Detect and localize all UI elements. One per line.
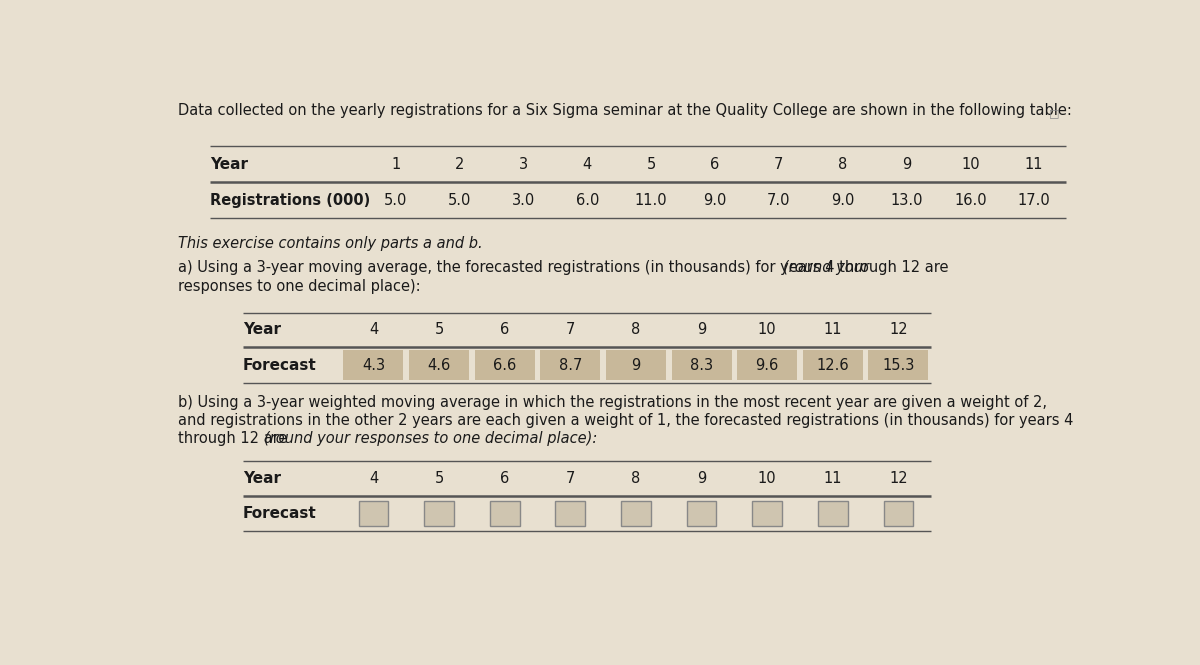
Text: 12: 12 <box>889 323 907 337</box>
Text: Data collected on the yearly registrations for a Six Sigma seminar at the Qualit: Data collected on the yearly registratio… <box>178 103 1072 118</box>
Bar <box>424 501 454 526</box>
Text: 7.0: 7.0 <box>767 193 791 207</box>
Text: 8: 8 <box>631 323 641 337</box>
Text: a) Using a 3-year moving average, the forecasted registrations (in thousands) fo: a) Using a 3-year moving average, the fo… <box>178 260 953 275</box>
Bar <box>686 501 716 526</box>
Text: 7: 7 <box>565 471 575 486</box>
Text: 10: 10 <box>961 157 979 172</box>
Text: 12.6: 12.6 <box>816 358 850 372</box>
Text: (round your responses to one decimal place):: (round your responses to one decimal pla… <box>264 430 598 446</box>
Text: and registrations in the other 2 years are each given a weight of 1, the forecas: and registrations in the other 2 years a… <box>178 412 1073 428</box>
Text: This exercise contains only parts a and b.: This exercise contains only parts a and … <box>178 236 482 251</box>
Bar <box>556 501 586 526</box>
Text: 4.6: 4.6 <box>427 358 451 372</box>
Text: 2: 2 <box>455 157 464 172</box>
Text: 9: 9 <box>902 157 911 172</box>
Text: Forecast: Forecast <box>242 506 317 521</box>
Text: 13.0: 13.0 <box>890 193 923 207</box>
Bar <box>540 350 600 380</box>
Text: 6: 6 <box>500 323 509 337</box>
Text: 10: 10 <box>758 471 776 486</box>
Text: □: □ <box>1049 108 1060 118</box>
Bar <box>343 350 403 380</box>
Bar <box>672 350 732 380</box>
Text: 11: 11 <box>1025 157 1043 172</box>
Text: Year: Year <box>210 157 248 172</box>
Text: 5: 5 <box>647 157 655 172</box>
Text: 1: 1 <box>391 157 401 172</box>
Text: 11: 11 <box>823 471 842 486</box>
Text: 9: 9 <box>697 471 706 486</box>
Text: 4: 4 <box>368 471 378 486</box>
Text: 4: 4 <box>368 323 378 337</box>
Text: 10: 10 <box>758 323 776 337</box>
Text: a) Using a 3-year moving average, the forecasted registrations (in thousands) fo: a) Using a 3-year moving average, the fo… <box>178 260 953 275</box>
Text: 15.3: 15.3 <box>882 358 914 372</box>
Text: 4.3: 4.3 <box>362 358 385 372</box>
Text: 9: 9 <box>631 358 641 372</box>
Text: 4: 4 <box>583 157 592 172</box>
Text: 9.6: 9.6 <box>756 358 779 372</box>
Text: Forecast: Forecast <box>242 358 317 372</box>
Text: 16.0: 16.0 <box>954 193 986 207</box>
Text: 9.0: 9.0 <box>703 193 727 207</box>
Text: 8.3: 8.3 <box>690 358 713 372</box>
Text: Year: Year <box>242 471 281 486</box>
Text: 5: 5 <box>434 323 444 337</box>
Text: 11.0: 11.0 <box>635 193 667 207</box>
Text: through 12 are: through 12 are <box>178 430 292 446</box>
Text: 3: 3 <box>518 157 528 172</box>
Bar <box>606 350 666 380</box>
Text: Year: Year <box>242 323 281 337</box>
Text: Registrations (000): Registrations (000) <box>210 193 371 207</box>
Text: 7: 7 <box>565 323 575 337</box>
Text: 11: 11 <box>823 323 842 337</box>
Bar <box>752 501 782 526</box>
Text: responses to one decimal place):: responses to one decimal place): <box>178 279 420 295</box>
Bar <box>490 501 520 526</box>
Text: 6.0: 6.0 <box>576 193 599 207</box>
Text: 12: 12 <box>889 471 907 486</box>
Bar <box>622 501 650 526</box>
Bar <box>359 501 389 526</box>
Text: 6: 6 <box>710 157 720 172</box>
Text: 9: 9 <box>697 323 706 337</box>
Text: 17.0: 17.0 <box>1018 193 1050 207</box>
Text: 5: 5 <box>434 471 444 486</box>
Bar <box>475 350 535 380</box>
Text: 8.7: 8.7 <box>559 358 582 372</box>
Bar <box>409 350 469 380</box>
Text: 5.0: 5.0 <box>384 193 408 207</box>
Text: (round your: (round your <box>784 260 869 275</box>
Text: 5.0: 5.0 <box>448 193 472 207</box>
Text: 6: 6 <box>500 471 509 486</box>
Bar <box>737 350 797 380</box>
Text: 7: 7 <box>774 157 784 172</box>
Text: 8: 8 <box>631 471 641 486</box>
Text: 6.6: 6.6 <box>493 358 516 372</box>
Text: b) Using a 3-year weighted moving average in which the registrations in the most: b) Using a 3-year weighted moving averag… <box>178 395 1046 410</box>
Text: 8: 8 <box>838 157 847 172</box>
Text: 9.0: 9.0 <box>830 193 854 207</box>
Bar <box>818 501 847 526</box>
Text: 3.0: 3.0 <box>512 193 535 207</box>
Bar <box>883 501 913 526</box>
Bar <box>869 350 929 380</box>
Bar <box>803 350 863 380</box>
